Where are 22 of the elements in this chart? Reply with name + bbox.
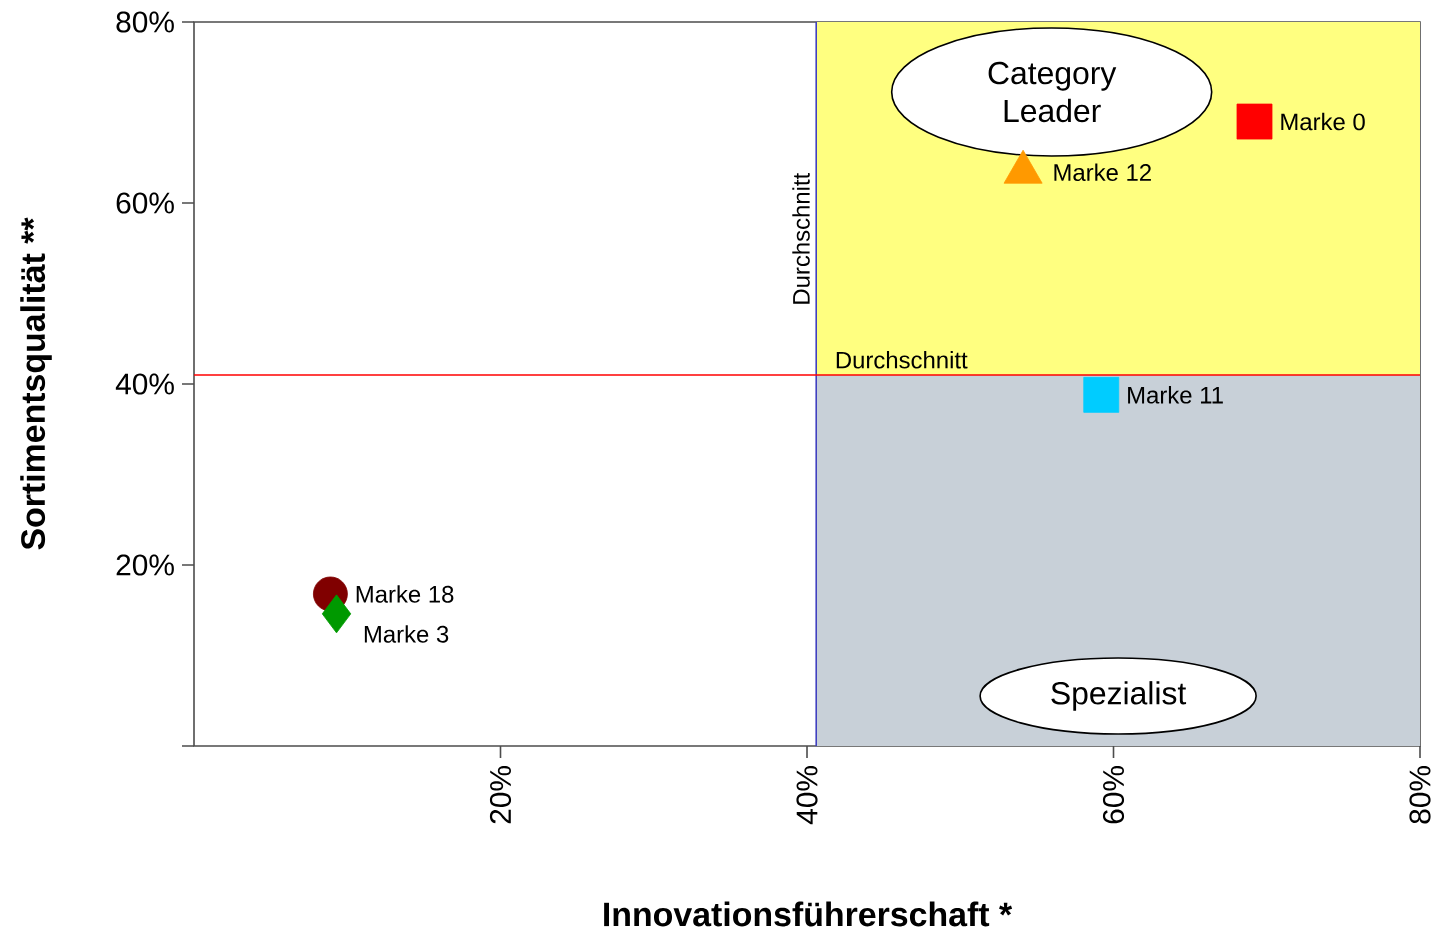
ref-line-label: Durchschnitt (792, 172, 810, 304)
series-label: Marke 3 (364, 625, 449, 643)
x-tick-label: 80% (1409, 766, 1431, 824)
band-label: Category Leader (988, 61, 1117, 123)
y-tick-label: 40% (115, 373, 174, 395)
x-tick-label: 20% (489, 766, 512, 824)
x-axis-title: Innovationsführerschaft * (604, 901, 1013, 927)
point (1083, 376, 1120, 413)
y-tick-label: 60% (116, 192, 174, 214)
y-tick-label: 80% (116, 11, 174, 33)
point (1236, 103, 1273, 140)
y-axis-title: Sortimentsqualität ** (20, 217, 52, 550)
ref-line-label: Durchschnitt (836, 351, 968, 369)
series-label: Marke 11 (1128, 386, 1223, 404)
x-tick-label: 40% (796, 766, 818, 825)
point (321, 594, 352, 634)
legend-label: Marke 18 (356, 585, 454, 603)
y-tick-label: 20% (116, 554, 174, 576)
series-label: Marke 0 (1281, 112, 1365, 131)
band-label: Spezialist (1051, 681, 1187, 711)
series-label: Marke 12 (1054, 163, 1151, 181)
x-tick-label: 60% (1102, 766, 1125, 824)
